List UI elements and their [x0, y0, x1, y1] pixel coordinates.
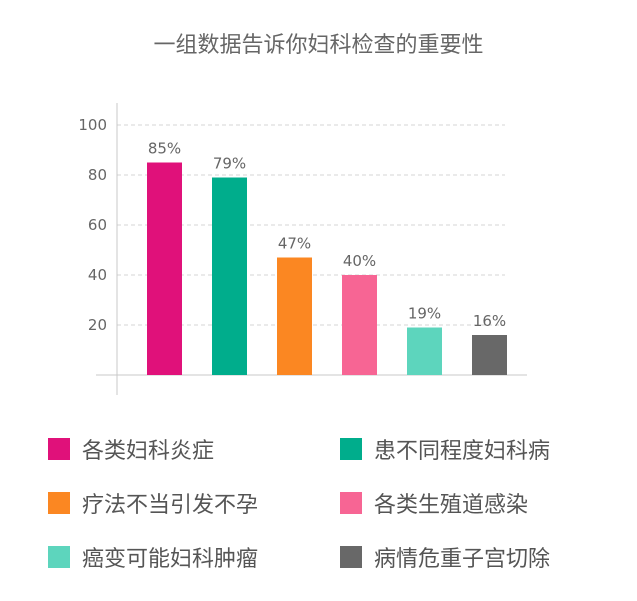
y-tick-label-60: 60: [88, 216, 107, 234]
data-label-1: 85%: [148, 140, 181, 158]
bar-4: [342, 275, 377, 375]
y-tick-label-40: 40: [88, 266, 107, 284]
data-label-4: 40%: [343, 252, 376, 270]
y-tick-label-100: 100: [78, 116, 107, 134]
chart-title: 一组数据告诉你妇科检查的重要性: [153, 33, 484, 58]
bar-1: [147, 162, 182, 375]
bar-5: [407, 327, 442, 375]
bar-3: [277, 257, 312, 375]
y-tick-label-20: 20: [88, 316, 107, 334]
bar-2: [212, 177, 247, 375]
y-tick-label-80: 80: [88, 166, 107, 184]
data-label-2: 79%: [213, 155, 246, 173]
data-label-5: 19%: [408, 305, 441, 323]
data-label-6: 16%: [473, 312, 506, 330]
bar-6: [472, 335, 507, 375]
data-label-3: 47%: [278, 235, 311, 253]
